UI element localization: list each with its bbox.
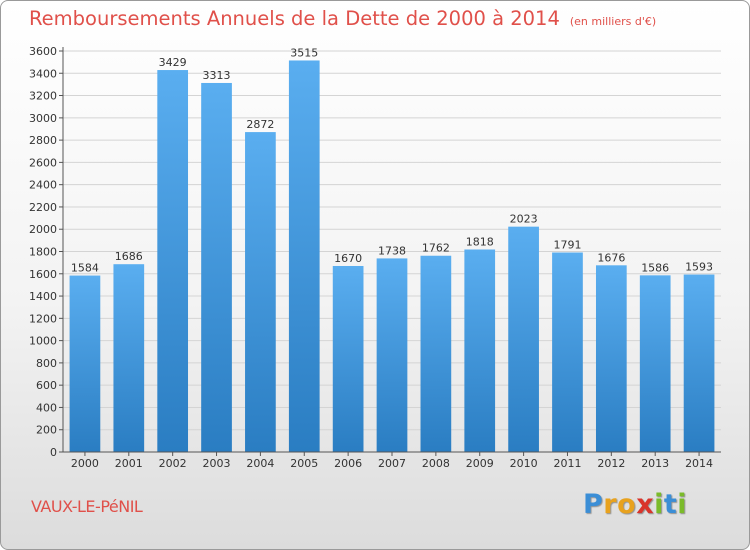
x-tick-label: 2009: [466, 457, 494, 470]
x-tick-label: 2008: [422, 457, 450, 470]
x-tick-label: 2004: [246, 457, 274, 470]
bar-value-label: 1686: [115, 250, 143, 263]
bar: [464, 249, 496, 452]
y-tick-label: 400: [36, 401, 57, 414]
chart-subtitle: (en milliers d'€): [569, 15, 657, 28]
y-tick-label: 0: [50, 446, 57, 459]
bar: [245, 132, 276, 452]
y-tick-label: 1800: [29, 246, 57, 259]
bar-value-label: 1818: [466, 235, 494, 248]
bar: [552, 252, 583, 452]
bar: [639, 275, 671, 452]
x-tick-label: 2014: [685, 457, 713, 470]
y-tick-label: 200: [36, 424, 57, 437]
logo-letter: i: [654, 489, 664, 520]
bar-value-label: 2872: [246, 118, 274, 131]
x-tick-label: 2000: [71, 457, 99, 470]
y-tick-label: 2200: [29, 201, 57, 214]
y-tick-label: 1600: [29, 268, 57, 281]
y-tick-label: 1200: [29, 312, 57, 325]
bar: [288, 60, 320, 453]
y-tick-label: 1000: [29, 335, 57, 348]
y-tick-label: 800: [36, 357, 57, 370]
bar-value-label: 1593: [685, 261, 713, 274]
bar-value-label: 1738: [378, 244, 406, 257]
logo-letter: o: [617, 489, 637, 520]
bar-value-label: 3429: [159, 56, 187, 69]
logo-letter: x: [636, 489, 655, 520]
y-tick-label: 3600: [29, 45, 57, 58]
chart-title: Remboursements Annuels de la Dette de 20…: [29, 7, 656, 30]
bar: [683, 274, 715, 452]
bar: [376, 258, 408, 452]
bar: [69, 275, 101, 452]
logo-letter: r: [603, 489, 618, 520]
bar: [201, 82, 232, 452]
x-tick-label: 2007: [378, 457, 406, 470]
bar-value-label: 1791: [553, 239, 581, 252]
y-tick-label: 2800: [29, 134, 57, 147]
y-tick-label: 2400: [29, 179, 57, 192]
place-name: VAUX-LE-PéNIL: [31, 497, 143, 516]
x-tick-label: 2011: [553, 457, 581, 470]
x-tick-label: 2001: [115, 457, 143, 470]
bar: [508, 226, 539, 452]
x-tick-label: 2006: [334, 457, 362, 470]
bar-value-label: 1676: [597, 251, 625, 264]
x-tick-label: 2002: [159, 457, 187, 470]
bar-value-label: 1584: [71, 262, 99, 275]
bar-value-label: 3515: [290, 46, 318, 59]
y-tick-label: 3200: [29, 90, 57, 103]
bar: [113, 264, 145, 452]
y-tick-label: 2600: [29, 156, 57, 169]
bar: [595, 265, 627, 452]
y-tick-label: 2000: [29, 223, 57, 236]
bar: [157, 70, 189, 453]
y-tick-label: 600: [36, 379, 57, 392]
y-tick-label: 3400: [29, 67, 57, 80]
bar-value-label: 1762: [422, 242, 450, 255]
bar-value-label: 1586: [641, 261, 669, 274]
proxiti-logo: Proxiti: [583, 489, 687, 520]
logo-letter: t: [663, 489, 678, 520]
y-tick-label: 3000: [29, 112, 57, 125]
logo-letter: i: [677, 489, 688, 520]
bar: [420, 255, 452, 452]
x-tick-label: 2013: [641, 457, 669, 470]
x-tick-label: 2010: [510, 457, 538, 470]
bar: [332, 265, 364, 452]
bar-value-label: 3313: [203, 69, 231, 82]
x-tick-label: 2012: [597, 457, 625, 470]
bar-value-label: 1670: [334, 252, 362, 265]
x-tick-label: 2003: [203, 457, 231, 470]
y-tick-label: 1400: [29, 290, 57, 303]
x-tick-label: 2005: [290, 457, 318, 470]
chart-title-text: Remboursements Annuels de la Dette de 20…: [29, 7, 560, 30]
bar-value-label: 2023: [510, 213, 538, 226]
logo-letter: P: [583, 489, 604, 520]
